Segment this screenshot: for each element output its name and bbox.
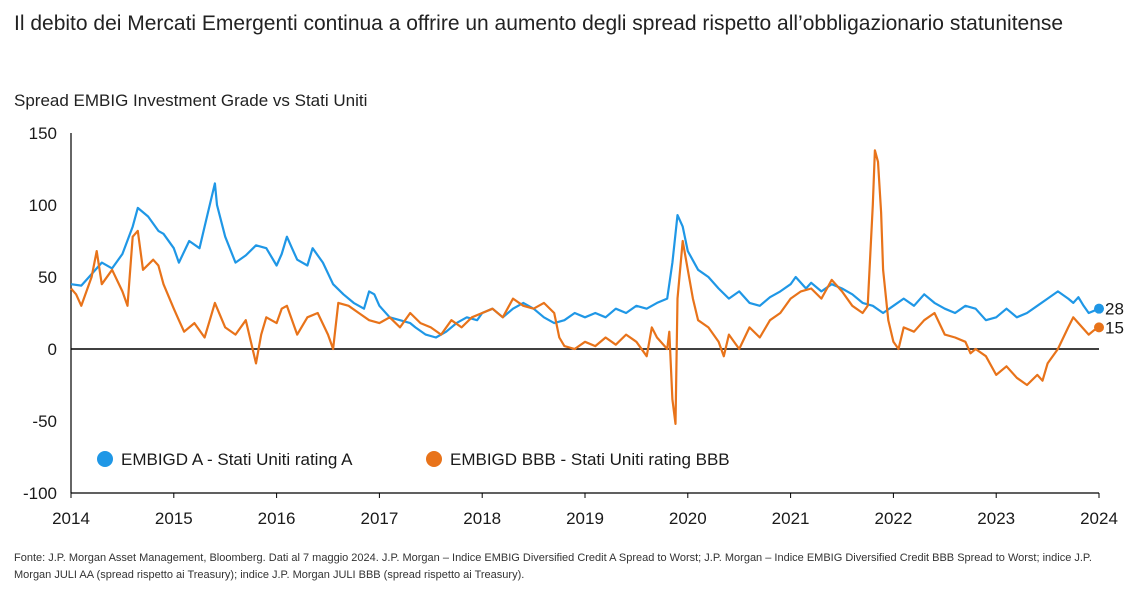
x-tick-label: 2015 [155, 509, 193, 528]
series-a-end-marker [1094, 303, 1104, 314]
y-tick-label: 150 [29, 124, 57, 143]
x-tick-label: 2020 [669, 509, 707, 528]
legend-a-marker [97, 451, 113, 467]
spread-line-chart: 150 100 50 0 -50 -100 2014 2015 2016 2017 2018 2019… [23, 124, 1124, 528]
legend-bbb-marker [426, 451, 442, 467]
x-tick-label: 2021 [772, 509, 810, 528]
series-bbb-end-label: 15 [1105, 318, 1124, 337]
x-tick-label: 2024 [1080, 509, 1118, 528]
source-footnote: Fonte: J.P. Morgan Asset Management, Blo… [14, 552, 1092, 581]
x-tick-label: 2016 [258, 509, 296, 528]
legend-bbb-label: EMBIGD BBB - Stati Uniti rating BBB [450, 450, 730, 469]
series-bbb-end-marker [1094, 322, 1104, 333]
legend-a-label: EMBIGD A - Stati Uniti rating A [121, 450, 353, 469]
x-tick-label: 2017 [360, 509, 398, 528]
series-a-end-label: 28 [1105, 300, 1124, 319]
y-tick-label: 100 [29, 196, 57, 215]
x-tick-label: 2018 [463, 509, 501, 528]
chart-subtitle: Spread EMBIG Investment Grade vs Stati U… [14, 91, 368, 110]
chart-title: Il debito dei Mercati Emergenti continua… [14, 12, 1064, 35]
x-tick-label: 2019 [566, 509, 604, 528]
y-tick-label: -50 [32, 412, 57, 431]
y-tick-label: 50 [38, 268, 57, 287]
x-tick-label: 2022 [874, 509, 912, 528]
x-tick-label: 2014 [52, 509, 90, 528]
x-tick-label: 2023 [977, 509, 1015, 528]
series-bbb-line [70, 149, 1100, 425]
y-tick-label: -100 [23, 484, 57, 503]
y-tick-label: 0 [48, 340, 57, 359]
series-a-line [70, 182, 1100, 339]
